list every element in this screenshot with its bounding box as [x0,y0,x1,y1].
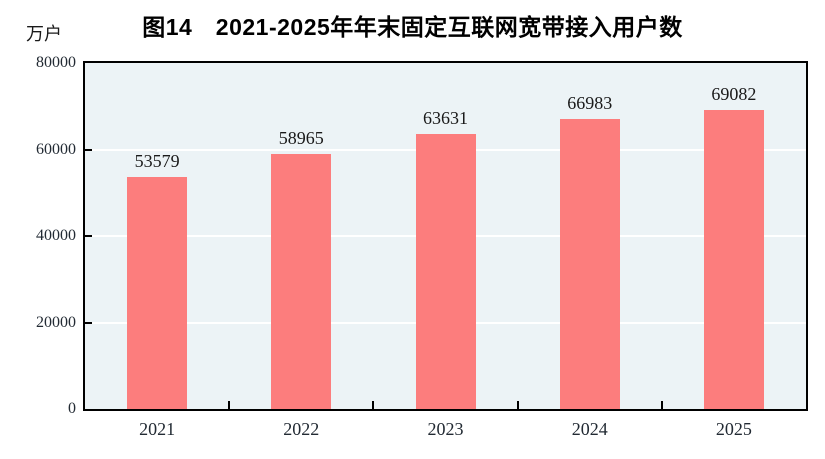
bar-2025 [703,110,764,409]
y-axis-tick-label-80000: 80000 [36,54,76,71]
bar-value-label-2024: 66983 [567,93,613,114]
x-axis-tick-2 [372,401,375,409]
plot-area [83,61,808,411]
x-axis-label-2022: 2022 [283,419,320,439]
y-axis-tick-label-0: 0 [68,400,76,417]
y-axis-tick-60000 [85,148,92,151]
x-axis-tick-1 [228,401,231,409]
bar-2022 [271,153,332,409]
x-axis-tick-3 [516,401,519,409]
x-axis-label-2025: 2025 [715,419,752,439]
x-axis-label-2021: 2021 [139,419,176,439]
bar-value-label-2023: 63631 [423,107,468,128]
bar-value-label-2022: 58965 [278,127,324,148]
y-axis-unit-label: 万户 [26,24,62,44]
bar-2021 [127,177,188,409]
bar-value-label-2021: 53579 [134,151,180,172]
y-axis-tick-label-60000: 60000 [36,140,76,158]
bar-value-label-2025: 69082 [711,84,757,105]
x-axis-label-2023: 2023 [427,419,464,439]
y-axis-tick-label-20000: 20000 [36,313,76,331]
y-axis-tick-20000 [85,321,92,324]
bar-2023 [415,133,476,409]
x-axis-label-2024: 2024 [571,419,608,439]
y-axis-tick-40000 [85,235,92,237]
chart-title: 图14 2021-2025年年末固定互联网宽带接入用户数 [142,14,683,40]
bar-2024 [559,119,620,409]
y-axis-tick-label-40000: 40000 [36,227,76,244]
x-axis-tick-4 [660,401,663,409]
